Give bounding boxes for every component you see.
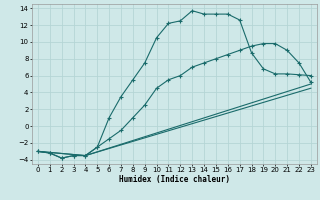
X-axis label: Humidex (Indice chaleur): Humidex (Indice chaleur) — [119, 175, 230, 184]
